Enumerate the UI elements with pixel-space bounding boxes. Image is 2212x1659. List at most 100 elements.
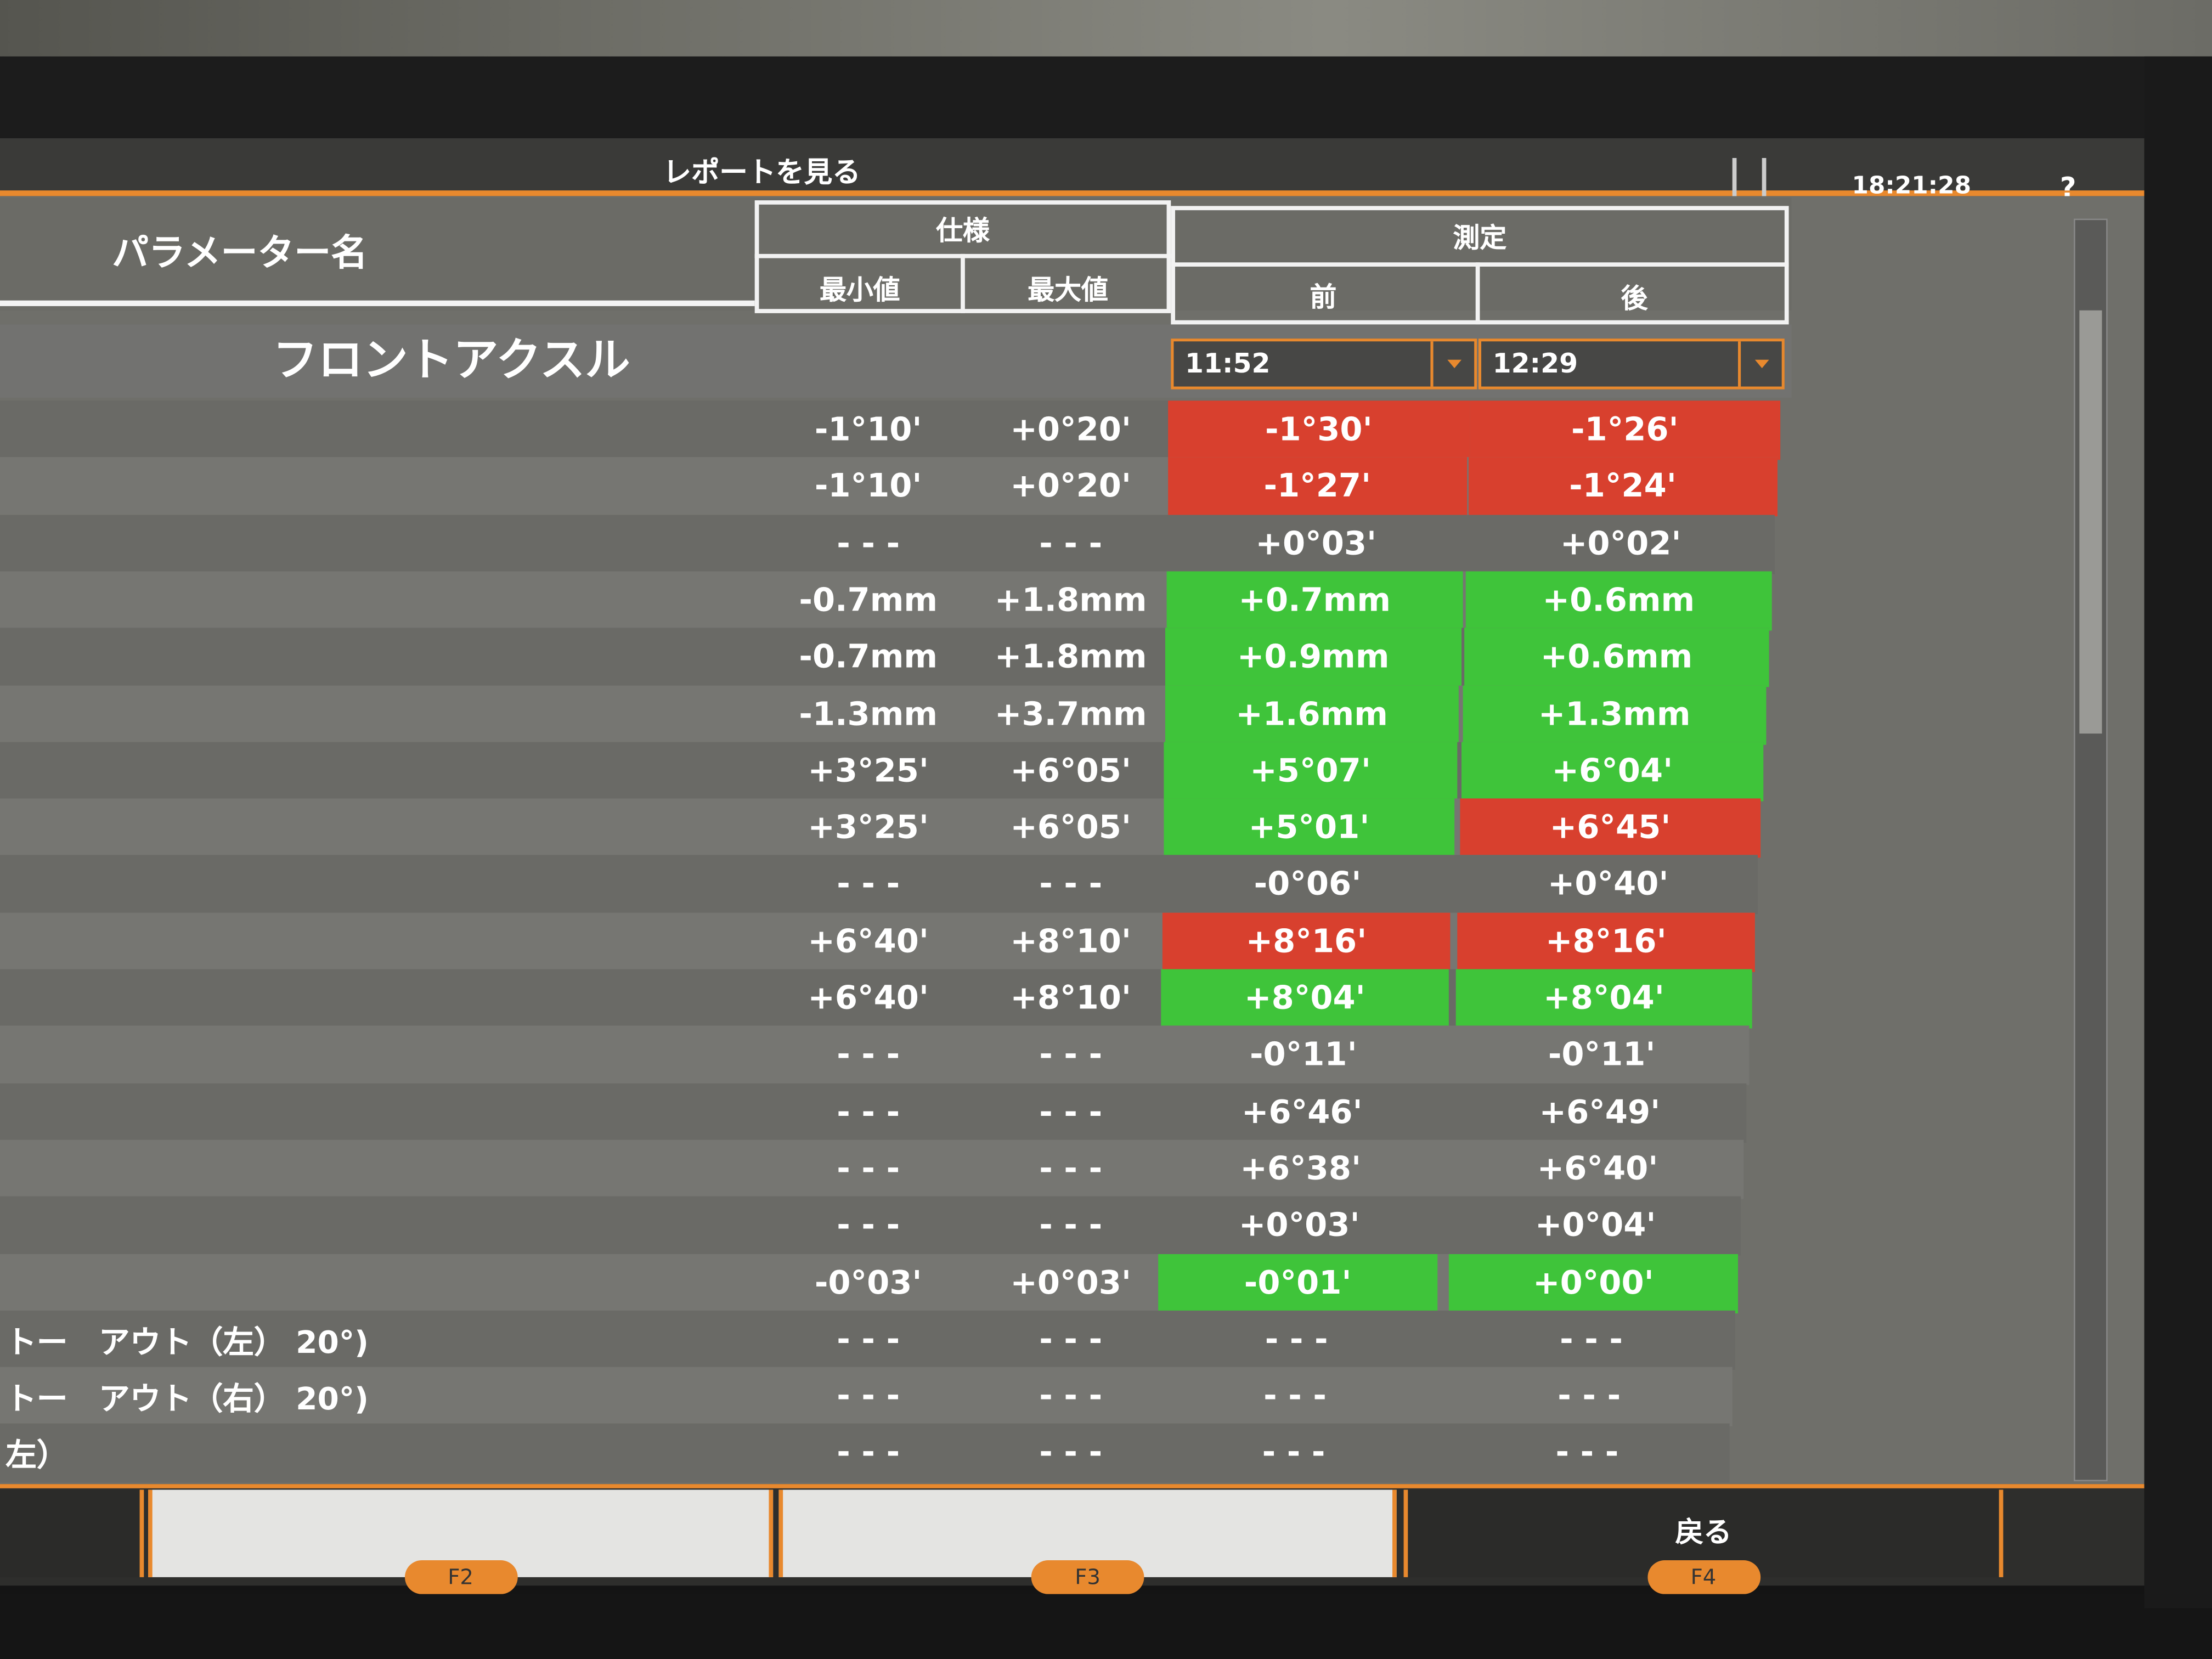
table-row: -0.7mm +1.8mm +0.7mm +0.6mm — [0, 571, 1772, 631]
select-text: 12:29 — [1492, 348, 1578, 380]
row-after: - - - — [1558, 1378, 1621, 1415]
select-text: 11:52 — [1185, 348, 1271, 380]
col-spec: 仕様 — [936, 215, 990, 246]
row-before: +5°01' — [1163, 798, 1455, 858]
row-after: +1.3mm — [1462, 685, 1767, 744]
function-key-tab: F3 — [1031, 1560, 1144, 1594]
col-name: パラメーター名 — [112, 233, 368, 275]
row-max: - - - — [1039, 1151, 1103, 1188]
row-min: - - - — [837, 1207, 900, 1245]
row-after: +6°40' — [1537, 1151, 1658, 1188]
row-min: -0.7mm — [799, 582, 938, 619]
row-min: +6°40' — [808, 980, 929, 1017]
select-divider — [1430, 341, 1434, 387]
button-label: 戻る — [1675, 1514, 1732, 1549]
table-row: - - - - - - +6°46' +6°49' — [0, 1082, 1747, 1142]
wall — [0, 0, 2212, 64]
after-time-select[interactable]: 12:29 — [1478, 338, 1785, 390]
row-before: +0.7mm — [1166, 571, 1464, 631]
row-max: - - - — [1039, 1037, 1103, 1074]
row-min: -1°10' — [814, 411, 922, 449]
col-max: 最大値 — [1028, 274, 1108, 306]
clock: 18:21:28 — [1852, 172, 1972, 201]
row-max: +8°10' — [1010, 923, 1132, 961]
row-before: -1°27' — [1167, 457, 1468, 517]
row-before: +6°46' — [1241, 1094, 1363, 1131]
row-min: - - - — [837, 1094, 900, 1131]
col-before: 前 — [1310, 281, 1337, 313]
row-before: +5°07' — [1164, 742, 1457, 802]
row-after: +0°40' — [1547, 866, 1669, 904]
table-row: -0°03' +0°03' -0°01' +0°00' — [0, 1253, 1738, 1313]
row-after: +0°04' — [1534, 1207, 1656, 1245]
row-max: +1.8mm — [994, 639, 1147, 676]
row-max: - - - — [1039, 1435, 1103, 1472]
row-max: +6°05' — [1010, 753, 1132, 790]
row-after: +0°00' — [1448, 1253, 1738, 1313]
before-after-divider — [1475, 262, 1480, 325]
row-before: +0.9mm — [1165, 628, 1462, 687]
row-before: +0°03' — [1255, 526, 1377, 562]
table-row: トー アウト（右） 20°) - - - - - - - - - - - - — [0, 1367, 1733, 1426]
row-before: +8°16' — [1161, 912, 1451, 972]
row-min: -1.3mm — [799, 696, 938, 733]
table-row: - - - - - - -0°06' +0°40' — [0, 855, 1758, 915]
row-after: - - - — [1560, 1321, 1623, 1358]
table-row: 左） - - - - - - - - - - - - — [0, 1424, 1730, 1483]
row-max: - - - — [1039, 1378, 1103, 1415]
row-after: -1°26' — [1469, 400, 1781, 460]
bottom-bezel — [0, 1594, 2212, 1659]
row-min: - - - — [837, 526, 900, 562]
row-before: - - - — [1263, 1378, 1327, 1415]
row-before: -0°01' — [1157, 1253, 1438, 1313]
row-max: +0°20' — [1010, 469, 1132, 506]
row-max: +0°20' — [1010, 411, 1132, 449]
header-rule — [0, 300, 755, 306]
before-time-select[interactable]: 11:52 — [1171, 338, 1477, 390]
row-before: - - - — [1262, 1435, 1325, 1472]
right-bezel — [2144, 56, 2212, 1609]
row-min: - - - — [837, 1378, 900, 1415]
row-before: -0°06' — [1254, 866, 1362, 904]
row-min: -0°03' — [814, 1265, 922, 1302]
row-before: +1.6mm — [1164, 685, 1459, 744]
row-max: +0°03' — [1010, 1265, 1132, 1302]
table-row: - - - - - - +0°03' +0°04' — [0, 1197, 1741, 1256]
table-row: -0.7mm +1.8mm +0.9mm +0.6mm — [0, 628, 1769, 687]
measure-divider — [1171, 262, 1789, 267]
row-after: +8°16' — [1457, 912, 1755, 972]
table-row: +6°40' +8°10' +8°16' +8°16' — [0, 912, 1755, 972]
title-bar — [0, 138, 2145, 195]
row-max: +6°05' — [1010, 810, 1132, 847]
table-row: -1°10' +0°20' -1°30' -1°26' — [0, 400, 1781, 460]
row-after: +0°02' — [1560, 526, 1681, 562]
row-min: - - - — [837, 1435, 900, 1472]
row-before: +6°38' — [1240, 1151, 1362, 1188]
title: レポートを見る — [663, 154, 861, 189]
row-after: +6°45' — [1459, 798, 1761, 858]
button-f1[interactable] — [0, 1489, 144, 1577]
title-rule — [0, 190, 2145, 196]
row-before: +0°03' — [1238, 1207, 1360, 1245]
section-title: フロントアクスル — [272, 332, 630, 387]
row-min: - - - — [837, 866, 900, 904]
row-min: +3°25' — [808, 810, 929, 847]
row-name: トー アウト（右） 20°) — [5, 1383, 369, 1418]
row-after: -1°24' — [1468, 457, 1778, 517]
table-row: - - - - - - +0°03' +0°02' — [0, 514, 1775, 574]
row-before: -1°30' — [1168, 400, 1470, 460]
table-row: -1°10' +0°20' -1°27' -1°24' — [0, 457, 1778, 517]
row-after: +6°49' — [1539, 1094, 1661, 1131]
row-after: +0.6mm — [1465, 571, 1772, 631]
bezel — [0, 56, 2212, 142]
table-row: -1.3mm +3.7mm +1.6mm +1.3mm — [0, 685, 1767, 744]
axle-icon — [1732, 158, 1767, 206]
row-max: - - - — [1039, 866, 1103, 904]
table-row: - - - - - - +6°38' +6°40' — [0, 1139, 1744, 1199]
table-row: +3°25' +6°05' +5°07' +6°04' — [0, 742, 1764, 802]
row-max: - - - — [1039, 1207, 1103, 1245]
row-min: - - - — [837, 1321, 900, 1358]
row-name: 左） — [5, 1439, 68, 1475]
row-before: - - - — [1265, 1321, 1328, 1358]
